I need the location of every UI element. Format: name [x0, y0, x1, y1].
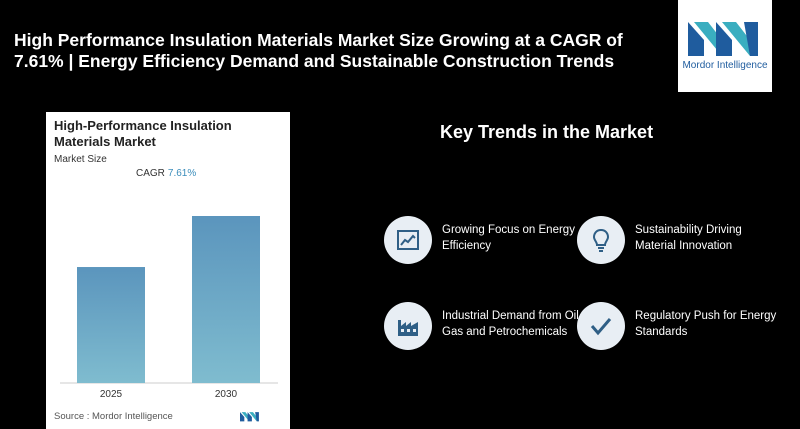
trend-label: Sustainability Driving Material Innovati… — [635, 224, 742, 252]
factory-icon — [398, 320, 418, 336]
mordor-logo-icon — [688, 22, 758, 56]
trend-energy-efficiency: Growing Focus on Energy Efficiency — [384, 216, 594, 272]
lightbulb-icon — [592, 228, 610, 252]
trend-icon-circle — [384, 216, 432, 264]
cagr-label: CAGR — [136, 168, 165, 179]
key-trends-title: Key Trends in the Market — [440, 122, 654, 142]
card-title: High-Performance Insulation Materials Ma… — [54, 118, 232, 149]
bar-2025 — [77, 267, 145, 383]
bar-2030 — [192, 216, 260, 383]
x-tick-label: 2030 — [215, 389, 238, 400]
market-size-card: High-Performance Insulation Materials Ma… — [46, 112, 290, 429]
checkmark-icon — [590, 318, 612, 336]
trend-icon-circle — [577, 216, 625, 264]
logo-text: Mordor Intelligence — [682, 60, 768, 71]
x-tick-label: 2025 — [100, 389, 123, 400]
mordor-logo: Mordor Intelligence — [678, 0, 772, 92]
mini-logo-icon — [240, 412, 259, 422]
trend-icon-circle — [384, 302, 432, 350]
cagr-annotation: CAGR 7.61% — [136, 168, 196, 179]
trend-regulatory-push: Regulatory Push for Energy Standards — [577, 302, 787, 358]
source-note: Source : Mordor Intelligence — [54, 411, 173, 422]
trend-label: Industrial Demand from Oil & Gas and Pet… — [442, 310, 590, 338]
cagr-value: 7.61% — [167, 168, 197, 179]
line-chart-icon — [397, 230, 419, 250]
trend-icon-circle — [577, 302, 625, 350]
trend-industrial-demand: Industrial Demand from Oil & Gas and Pet… — [384, 302, 594, 358]
bar-chart: 2025 2030 — [60, 216, 278, 400]
trend-label: Growing Focus on Energy Efficiency — [442, 224, 575, 252]
trend-label: Regulatory Push for Energy Standards — [635, 310, 777, 338]
trend-sustainability: Sustainability Driving Material Innovati… — [577, 216, 787, 272]
card-subtitle: Market Size — [54, 154, 107, 165]
headline: High Performance Insulation Materials Ma… — [14, 30, 623, 71]
